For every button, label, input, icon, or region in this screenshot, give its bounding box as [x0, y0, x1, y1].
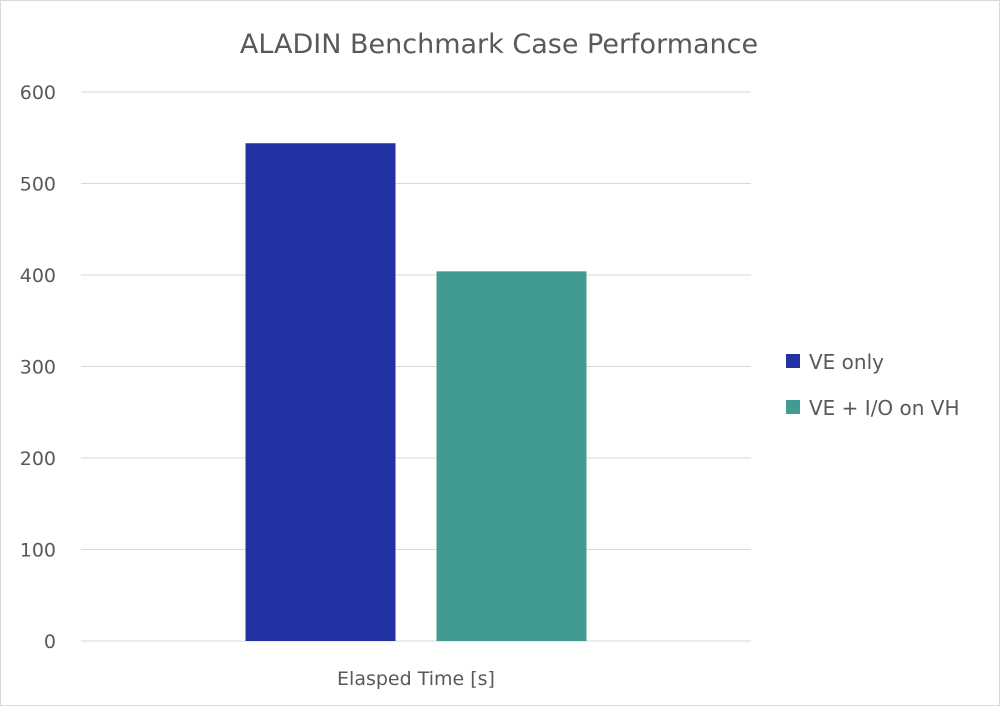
y-tick-label-200: 200	[20, 448, 56, 470]
y-tick-label-300: 300	[20, 357, 56, 379]
y-tick-label-400: 400	[20, 265, 56, 287]
legend-label-ve-i-o-on-vh: VE + I/O on VH	[809, 396, 960, 420]
y-tick-label-500: 500	[20, 174, 56, 196]
bars	[245, 143, 587, 642]
y-tick-label-600: 600	[20, 82, 56, 104]
y-tick-label-100: 100	[20, 540, 56, 562]
bar-ve-only	[245, 143, 396, 642]
y-axis-tick-labels: 0 100 200 300 400 500 600	[20, 82, 56, 653]
x-axis-category-labels: Elasped Time [s]	[337, 668, 495, 690]
legend-label-ve-only: VE only	[809, 350, 884, 374]
legend-swatch-ve-i-o-on-vh	[786, 400, 800, 414]
x-category-label: Elasped Time [s]	[337, 668, 495, 690]
bar-ve-i-o-on-vh	[436, 271, 587, 641]
y-tick-label-0: 0	[44, 631, 56, 653]
chart-title: ALADIN Benchmark Case Performance	[240, 29, 758, 60]
gridlines	[81, 91, 751, 642]
legend: VE only VE + I/O on VH	[786, 350, 960, 420]
legend-swatch-ve-only	[786, 354, 800, 368]
